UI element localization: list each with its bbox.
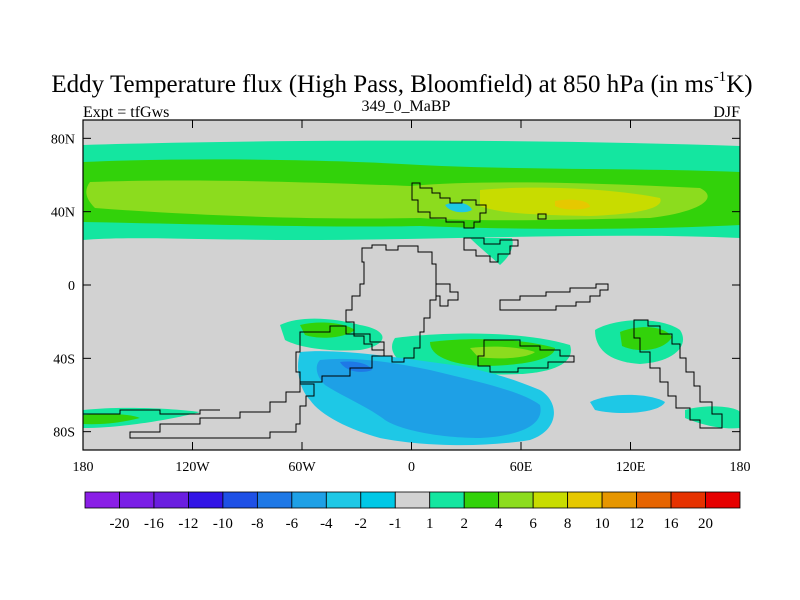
sh-positive-center-peak — [470, 346, 535, 359]
outline-eastern-plate — [435, 283, 459, 307]
y-tick-label: 80S — [53, 426, 75, 441]
nh-band-level-5 — [555, 199, 590, 210]
sh-negative-level-2 — [316, 358, 541, 438]
colorbar-label: -20 — [109, 516, 129, 532]
colorbar-swatch — [532, 491, 569, 509]
outline-small-island — [537, 213, 547, 220]
colorbar-labels: -20 -16 -12 -10 -8 -6 -4 -2 -1 1 2 4 6 8 10 12 16 20 — [109, 516, 713, 532]
y-tick-label: 0 — [68, 279, 75, 294]
colorbar-swatch — [119, 491, 155, 509]
colorbar-label: 1 — [426, 516, 434, 532]
y-tick-label: 80N — [51, 132, 75, 147]
colorbar-label: 2 — [460, 516, 468, 532]
x-tick-label: 60E — [510, 460, 533, 475]
sh-negative-level-3 — [340, 361, 372, 372]
colorbar — [84, 491, 741, 509]
plot-area: 180 120W 60W 0 60E 120E 180 80N 40N 0 40S 80S — [51, 119, 751, 475]
colorbar-swatch — [325, 491, 362, 509]
axis-ticks — [82, 120, 741, 450]
sh-positive-far-east — [685, 406, 740, 429]
colorbar-swatch — [153, 491, 189, 509]
subtitle-left: Expt = tfGws — [83, 104, 169, 121]
sh-positive-far-west-core — [83, 414, 140, 425]
outline-central-landmass — [345, 244, 437, 363]
colorbar-swatch — [84, 491, 120, 509]
colorbar-label: -8 — [251, 516, 264, 532]
colorbar-label: 8 — [564, 516, 572, 532]
title-superscript: -1 — [714, 69, 727, 85]
outline-north-landmass — [411, 182, 487, 229]
colorbar-swatch — [360, 491, 396, 509]
colorbar-label: 10 — [595, 516, 610, 532]
colorbar-label: 4 — [495, 516, 503, 532]
x-tick-label: 180 — [73, 460, 94, 475]
y-tick-label: 40N — [51, 206, 75, 221]
colorbar-swatch — [705, 491, 741, 509]
colorbar-swatch — [291, 491, 327, 509]
colorbar-swatch — [498, 491, 534, 509]
x-tick-label: 180 — [730, 460, 751, 475]
colorbar-label: -12 — [178, 516, 198, 532]
colorbar-swatch — [670, 491, 706, 509]
outline-north-east-strip — [463, 237, 519, 263]
colorbar-label: -4 — [320, 516, 333, 532]
colorbar-swatch — [429, 491, 465, 509]
colorbar-label: -6 — [286, 516, 299, 532]
y-tick-label: 40S — [53, 352, 75, 367]
outline-south-continent — [129, 325, 385, 439]
x-tick-label: 120W — [175, 460, 210, 475]
x-tick-label: 0 — [408, 460, 415, 475]
colorbar-label: -16 — [144, 516, 164, 532]
outline-equatorial-strip — [499, 283, 609, 311]
colorbar-label: 16 — [664, 516, 680, 532]
nh-negative-spot — [445, 202, 472, 213]
outline-south-central — [477, 339, 575, 373]
colorbar-swatch — [256, 491, 293, 509]
colorbar-label: 6 — [529, 516, 537, 532]
colorbar-swatch — [394, 491, 431, 509]
chart-title: Eddy Temperature flux (High Pass, Bloomf… — [51, 69, 752, 98]
colorbar-label: 12 — [629, 516, 644, 532]
colorbar-swatch — [636, 491, 672, 509]
colorbar-label: 20 — [698, 516, 713, 532]
subtitle-center: 349_0_MaBP — [362, 98, 451, 115]
continent-outlines — [83, 182, 723, 439]
x-tick-label: 60W — [288, 460, 316, 475]
title-suffix: K) — [726, 71, 752, 98]
colorbar-swatch — [463, 491, 500, 509]
colorbar-swatch — [567, 491, 603, 509]
outline-south-east — [633, 319, 723, 429]
colorbar-swatch — [188, 491, 224, 509]
colorbar-label: -1 — [389, 516, 402, 532]
colorbar-label: -10 — [213, 516, 233, 532]
colorbar-swatch — [222, 491, 258, 509]
x-tick-label: 120E — [616, 460, 646, 475]
axis-labels: 180 120W 60W 0 60E 120E 180 80N 40N 0 40S 80S — [51, 132, 751, 475]
subtitle-right: DJF — [713, 104, 740, 121]
colorbar-label: -2 — [355, 516, 368, 532]
nh-lobe — [470, 238, 513, 265]
outline-south-west-strip — [83, 409, 220, 415]
sh-positive-east-core — [620, 327, 672, 351]
sh-negative-patch-east — [590, 394, 665, 414]
colorbar-swatch — [601, 491, 637, 509]
